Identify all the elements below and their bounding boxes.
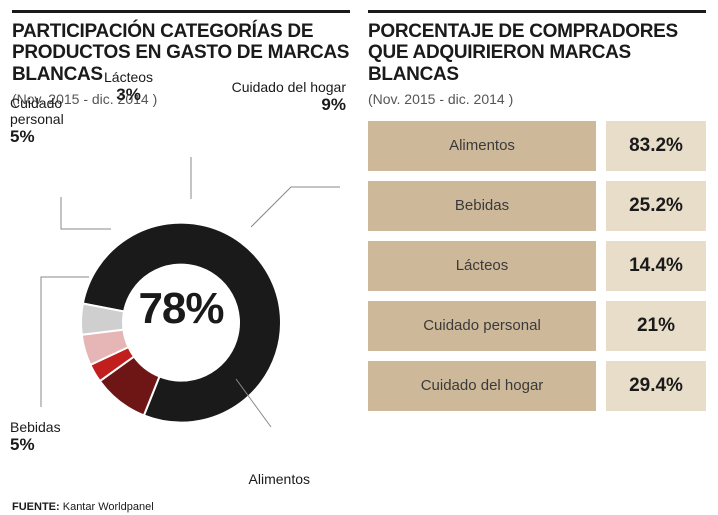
right-title: PORCENTAJE DE COMPRADORES QUE ADQUIRIERO… — [368, 21, 706, 85]
label-alimentos: Alimentos — [249, 471, 310, 487]
row-label: Cuidado del hogar — [368, 361, 596, 411]
left-title: PARTICIPACIÓN CATEGORÍAS DE PRODUCTOS EN… — [12, 21, 350, 85]
table-row: Alimentos 83.2% — [368, 121, 706, 171]
label-text: Alimentos — [249, 471, 310, 487]
label-bebidas: Bebidas 5% — [10, 419, 61, 455]
label-text: Cuidado del hogar — [232, 79, 346, 95]
source-line: FUENTE: Kantar Worldpanel — [12, 501, 154, 513]
row-label: Cuidado personal — [368, 301, 596, 351]
row-value: 25.2% — [606, 181, 706, 231]
label-text: Lácteos — [104, 69, 153, 85]
label-lacteos: Lácteos 3% — [104, 69, 153, 105]
table-row: Cuidado del hogar 29.4% — [368, 361, 706, 411]
row-label: Bebidas — [368, 181, 596, 231]
label-text: Bebidas — [10, 419, 61, 435]
percentage-table: Alimentos 83.2% Bebidas 25.2% Lácteos 14… — [368, 121, 706, 411]
row-label: Alimentos — [368, 121, 596, 171]
label-text: Cuidadopersonal — [10, 95, 64, 127]
table-row: Bebidas 25.2% — [368, 181, 706, 231]
infographic-root: PARTICIPACIÓN CATEGORÍAS DE PRODUCTOS EN… — [0, 0, 718, 515]
row-value: 29.4% — [606, 361, 706, 411]
label-cuidado-personal: Cuidadopersonal 5% — [10, 95, 64, 147]
row-value: 14.4% — [606, 241, 706, 291]
label-pct: 5% — [10, 435, 61, 455]
right-subtitle: (Nov. 2015 - dic. 2014 ) — [368, 91, 706, 107]
table-row: Cuidado personal 21% — [368, 301, 706, 351]
source-value: Kantar Worldpanel — [63, 501, 154, 513]
leader-lines — [12, 117, 350, 493]
table-row: Lácteos 14.4% — [368, 241, 706, 291]
row-label: Lácteos — [368, 241, 596, 291]
label-pct: 3% — [104, 85, 153, 105]
label-cuidado-hogar: Cuidado del hogar 9% — [232, 79, 346, 115]
row-value: 83.2% — [606, 121, 706, 171]
source-label: FUENTE: — [12, 501, 60, 513]
donut-chart: 78% Cuidado del hogar 9% Lácteos 3% Cuid… — [12, 117, 350, 493]
label-pct: 5% — [10, 127, 64, 147]
label-pct: 9% — [232, 95, 346, 115]
left-panel: PARTICIPACIÓN CATEGORÍAS DE PRODUCTOS EN… — [12, 10, 350, 511]
row-value: 21% — [606, 301, 706, 351]
right-panel: PORCENTAJE DE COMPRADORES QUE ADQUIRIERO… — [368, 10, 706, 511]
